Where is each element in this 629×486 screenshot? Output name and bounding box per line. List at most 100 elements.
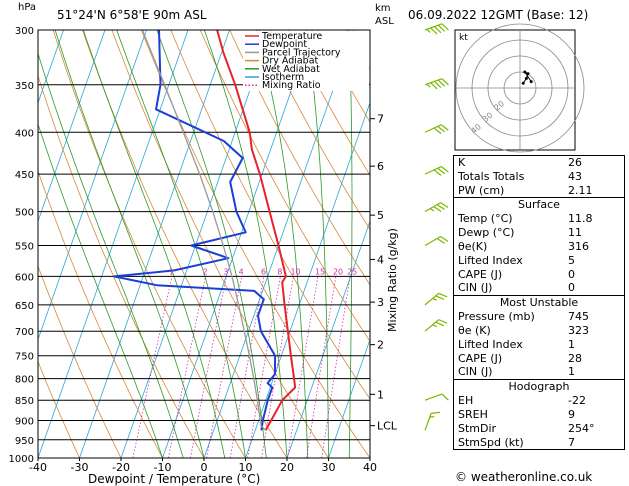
index-row: Lifted Index 5: [454, 254, 624, 268]
pressure-tick-label: 550: [15, 241, 34, 252]
index-label: Pressure (mb): [458, 310, 535, 324]
wind-barb-full: [438, 292, 448, 298]
wind-barb: [424, 78, 449, 90]
index-row: θe(K) 316: [454, 240, 624, 254]
index-row: SREH 9: [454, 408, 624, 422]
index-row: Temp (°C) 11.8: [454, 212, 624, 226]
wind-barb-staff: [424, 165, 442, 175]
wind-barb-staff: [424, 124, 442, 133]
isotherm-line: [38, 30, 189, 458]
wind-barb-full: [440, 235, 449, 242]
index-value: 43: [568, 169, 582, 183]
km-tick-label: 3: [377, 296, 384, 309]
surface-group: Surface Temp (°C) 11.8 Dewp (°C) 11 θe(K) 316…: [454, 197, 624, 295]
index-value: 316: [568, 239, 589, 253]
wind-barb-full: [437, 125, 446, 133]
pressure-tick-label: 650: [15, 301, 34, 312]
dry-adiabat-line: [258, 30, 370, 231]
mixing-ratio-label: 2: [203, 267, 208, 276]
wind-barb: [424, 202, 449, 213]
wind-barb-half: [429, 416, 435, 418]
dry-adiabat-line: [229, 30, 370, 286]
legend-entry: Wet Adiabat: [262, 64, 320, 75]
wind-barb-full: [430, 82, 438, 90]
index-value: 1: [568, 365, 575, 379]
index-label: EH: [458, 394, 474, 408]
wind-barb-full: [437, 167, 446, 175]
wind-barb-full: [441, 78, 449, 86]
mixing-ratio-line: [306, 276, 337, 458]
index-row: StmDir 254°: [454, 422, 624, 436]
pressure-tick-label: 600: [15, 272, 34, 283]
index-label: Lifted Index: [458, 253, 523, 267]
wind-barb-staff: [424, 319, 440, 332]
wind-barb: [424, 23, 449, 35]
series-line-temperature: [216, 30, 297, 431]
wind-barb-staff: [424, 292, 440, 306]
index-value: 5: [568, 253, 575, 267]
wet-adiabat-line: [38, 52, 184, 458]
location-title: 51°24'N 6°58'E 90m ASL: [57, 8, 207, 22]
hodograph-unit-label: kt: [459, 33, 468, 43]
mixing-ratio-label: 25: [347, 267, 357, 276]
km-tick-label: 6: [377, 160, 384, 173]
wind-barb-staff: [424, 413, 432, 431]
isotherm-line: [162, 30, 313, 458]
isotherm-line: [245, 101, 370, 458]
wind-barb-staff: [424, 23, 443, 31]
wind-barb: [424, 124, 449, 135]
wind-barb-full: [433, 127, 442, 135]
hodograph-point: [526, 72, 530, 76]
index-value: 254°: [568, 421, 595, 435]
x-tick-label: 40: [363, 461, 377, 474]
pressure-tick-label: 700: [15, 327, 34, 338]
km-tick-label: 1: [377, 388, 384, 401]
legend-entry: Dewpoint: [262, 39, 307, 50]
wind-barb-full: [433, 80, 442, 88]
x-tick-label: 30: [322, 461, 336, 474]
most-unstable-group: Most Unstable Pressure (mb) 745 θe (K) 323 L…: [454, 295, 624, 379]
km-axis-label: km ASL: [375, 2, 394, 28]
index-label: PW (cm): [458, 183, 505, 197]
index-label: θe(K): [458, 239, 488, 253]
wind-barb-half: [432, 324, 438, 328]
wind-barb-full: [430, 27, 438, 35]
wind-barb-full: [433, 26, 442, 34]
km-tick-label: 7: [377, 113, 384, 126]
index-row: Dewp (°C) 11: [454, 226, 624, 240]
wind-barb: [424, 292, 448, 306]
index-row: Totals Totals 43: [454, 170, 624, 184]
mixing-ratio-line: [168, 276, 206, 458]
wind-barb-half: [426, 83, 431, 88]
wind-barb-full: [438, 319, 448, 324]
wind-barb-full: [436, 204, 445, 211]
index-label: StmSpd (kt): [458, 435, 524, 449]
legend-entry: Isotherm: [262, 72, 304, 83]
wind-barb: [424, 319, 448, 332]
wind-barb-full: [437, 79, 446, 87]
legend-background: [243, 31, 369, 91]
index-label: CIN (J): [458, 281, 493, 295]
series-line-parcel-trajectory: [141, 30, 267, 431]
most-unstable-rows: Pressure (mb) 745 θe (K) 323 Lifted Index 1 CA…: [454, 310, 624, 379]
index-row: θe (K) 323: [454, 324, 624, 338]
index-row: StmSpd (kt) 7: [454, 436, 624, 450]
wind-barb-full: [435, 295, 445, 300]
index-value: 11.8: [568, 212, 593, 226]
isotherm-line: [286, 219, 370, 458]
x-tick-label: 0: [201, 461, 208, 474]
wind-barb-full: [440, 124, 449, 131]
mixing-ratio-axis-title: Mixing Ratio (g/kg): [386, 228, 399, 332]
mixing-ratio-line: [190, 276, 227, 458]
index-label: Lifted Index: [458, 337, 523, 351]
x-tick-label: -20: [112, 461, 130, 474]
index-label: CAPE (J): [458, 267, 503, 281]
most-unstable-title: Most Unstable: [499, 296, 579, 310]
mixing-ratio-line: [206, 276, 243, 458]
surface-title: Surface: [518, 198, 560, 212]
wind-barb-half: [432, 297, 438, 301]
km-tick-label: 2: [377, 339, 384, 352]
index-row: EH -22: [454, 394, 624, 408]
